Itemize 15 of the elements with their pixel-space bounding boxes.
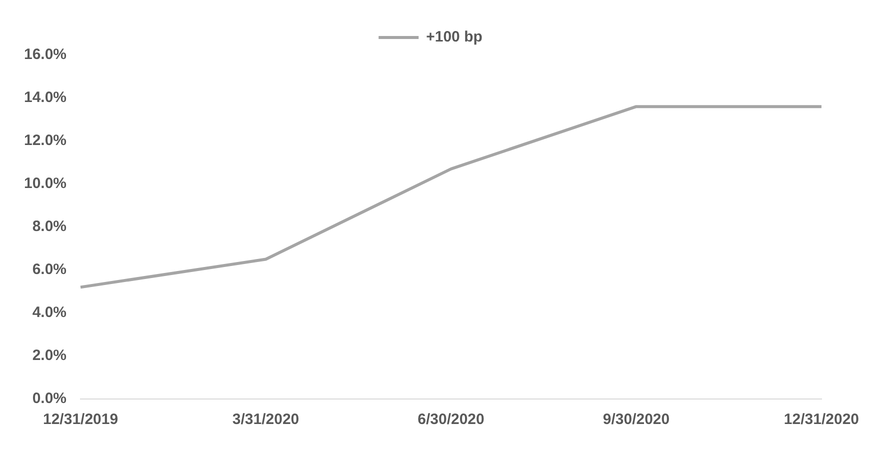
x-tick-label: 3/31/2020 xyxy=(232,411,300,428)
x-tick-label: 6/30/2020 xyxy=(418,411,484,428)
y-tick-label: 14.0% xyxy=(24,89,67,106)
x-tick-label: 12/31/2019 xyxy=(42,411,118,428)
y-tick-label: 16.0% xyxy=(24,46,67,64)
y-tick-label: 10.0% xyxy=(24,175,67,192)
y-tick-label: 2.0% xyxy=(32,347,67,364)
x-tick-label: 12/31/2020 xyxy=(784,411,859,428)
legend-label: +100 bp xyxy=(426,28,482,46)
y-tick-label: 4.0% xyxy=(32,304,67,322)
y-tick-label: 0.0% xyxy=(32,390,67,408)
y-tick-label: 12.0% xyxy=(24,132,67,150)
y-tick-label: 6.0% xyxy=(32,261,67,278)
y-tick-label: 8.0% xyxy=(32,218,67,236)
x-tick-label: 9/30/2020 xyxy=(602,411,670,428)
